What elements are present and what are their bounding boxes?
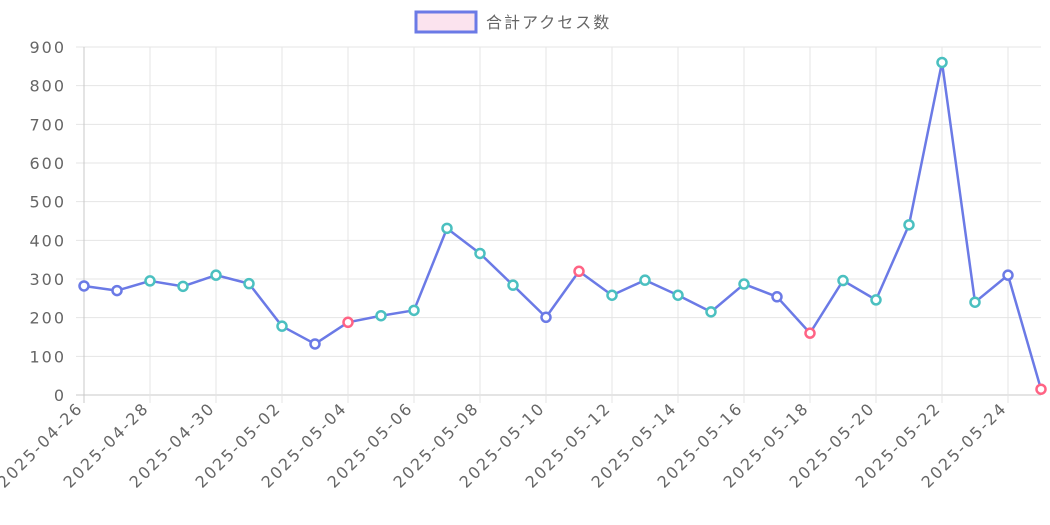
data-point[interactable] [375, 309, 387, 322]
data-point[interactable] [1002, 269, 1014, 281]
data-point[interactable] [78, 280, 90, 292]
data-point[interactable] [111, 284, 123, 297]
y-tick-label: 200 [29, 309, 66, 328]
data-point[interactable] [804, 327, 816, 339]
data-point[interactable] [573, 265, 585, 278]
data-point[interactable] [639, 274, 651, 286]
data-point[interactable] [144, 275, 156, 287]
y-tick-label: 800 [29, 77, 66, 96]
data-point[interactable] [177, 280, 189, 293]
data-point[interactable] [243, 277, 255, 290]
data-point[interactable] [1035, 383, 1047, 395]
y-tick-label: 0 [54, 386, 66, 405]
data-point[interactable] [342, 316, 354, 329]
legend-color-box [414, 10, 478, 34]
data-point[interactable] [969, 296, 981, 308]
data-point[interactable] [870, 294, 882, 306]
data-point[interactable] [474, 247, 486, 260]
data-point[interactable] [771, 291, 783, 303]
y-tick-label: 700 [29, 115, 66, 134]
data-point[interactable] [276, 320, 288, 332]
legend-label: 合計アクセス数 [486, 13, 611, 32]
grid-lines [76, 46, 1041, 403]
series-polyline [83, 61, 1043, 390]
data-point[interactable] [540, 311, 552, 324]
y-tick-label: 500 [29, 193, 66, 212]
series-line [78, 56, 1047, 395]
data-point[interactable] [441, 222, 453, 235]
y-tick-label: 600 [29, 154, 66, 173]
data-point[interactable] [606, 289, 618, 301]
x-axis-ticks: 2025-04-262025-04-282025-04-302025-05-02… [0, 398, 1011, 491]
data-point[interactable] [837, 274, 849, 287]
y-axis-ticks: 0 100 200 300 400 500 600 700 800 900 [29, 38, 66, 405]
y-tick-label: 300 [29, 270, 66, 289]
y-tick-label: 400 [29, 231, 66, 250]
data-point[interactable] [903, 219, 915, 231]
data-point[interactable] [738, 278, 750, 290]
data-point[interactable] [507, 279, 519, 291]
data-point[interactable] [672, 289, 684, 301]
y-tick-label: 900 [29, 38, 66, 57]
data-point[interactable] [210, 269, 222, 281]
legend[interactable]: 合計アクセス数 [414, 10, 611, 34]
data-point[interactable] [309, 338, 321, 350]
y-tick-label: 100 [29, 347, 66, 366]
data-point[interactable] [705, 306, 717, 318]
data-point[interactable] [936, 56, 948, 69]
data-point[interactable] [408, 304, 420, 317]
